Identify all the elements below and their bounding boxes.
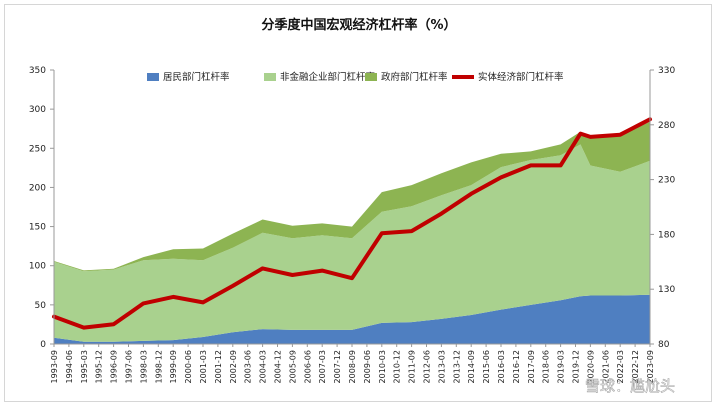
y-right-tick-label: 230 [658,176,675,186]
legend-swatch-1 [264,73,276,81]
x-tick-label: 2001-12 [214,350,223,383]
x-tick-label: 2008-09 [348,350,357,383]
x-tick-label: 2011-09 [408,350,417,383]
x-tick-label: 2007-12 [333,350,342,383]
legend-label-0: 居民部门杠杆率 [163,71,230,83]
x-tick-label: 1998-03 [139,350,148,383]
legend-swatch-0 [147,73,159,81]
x-tick-label: 2012-06 [423,350,432,383]
axes: 0 50 100 150 200 250 300 350 80 130 180 230 280 330 19… [29,66,676,383]
x-tick-label: 1995-12 [95,350,104,383]
y-right-tick-label: 330 [658,66,675,76]
x-tick-label: 1999-09 [169,350,178,383]
x-tick-label: 2009-06 [363,350,372,383]
x-tick-label: 2002-09 [229,350,238,383]
x-tick-label: 2016-12 [512,350,521,383]
y-right-tick-label: 80 [658,340,670,350]
x-tick-label: 2021-06 [601,350,610,383]
x-tick-label: 2015-06 [482,350,491,383]
x-tick-label: 1996-09 [110,350,119,383]
x-tick-label: 2010-03 [378,350,387,383]
x-tick-label: 2001-03 [199,350,208,383]
x-tick-label: 2004-12 [274,350,283,383]
area-household [54,294,650,344]
chart-title: 分季度中国宏观经济杠杆率（%） [261,18,457,33]
x-tick-label: 2005-09 [288,350,297,383]
legend-label-1: 非金融企业部门杠杆率 [280,71,376,83]
x-tick-label: 1995-03 [80,350,89,383]
x-tick-label: 1994-06 [65,350,74,383]
y-left-tick-label: 250 [29,144,46,154]
y-left-tick-label: 100 [29,262,46,272]
x-tick-label: 2000-06 [184,350,193,383]
y-left-tick-label: 300 [29,105,46,115]
x-tick-label: 2022-12 [631,350,640,383]
x-tick-label: 2019-12 [572,350,581,383]
stacked-areas [54,121,650,344]
x-tick-label: 2006-06 [303,350,312,383]
area-corporate [54,144,650,342]
y-right-tick-label: 130 [658,285,675,295]
y-right-tick-label: 180 [658,230,675,240]
y-left-tick-label: 350 [29,66,46,76]
legend: 居民部门杠杆率 非金融企业部门杠杆率 政府部门杠杆率 实体经济部门杠杆率 [147,71,564,83]
x-tick-label: 2019-03 [557,350,566,383]
x-tick-label: 2017-09 [527,350,536,383]
series-lines [52,117,652,330]
y-left-tick-label: 200 [29,183,46,193]
line-real-economy [52,117,652,330]
x-tick-label: 2007-03 [318,350,327,383]
legend-swatch-2 [365,73,377,81]
x-tick-label: 1998-12 [154,350,163,383]
x-tick-label: 2014-09 [467,350,476,383]
y-right-tick-label: 280 [658,121,675,131]
area-government [54,121,650,272]
x-tick-label: 2003-06 [244,350,253,383]
x-tick-label: 2023-09 [646,350,655,383]
x-tick-label: 2022-03 [616,350,625,383]
legend-label-2: 政府部门杠杆率 [381,71,448,83]
x-tick-label: 2020-09 [586,350,595,383]
x-tick-label: 1993-09 [50,350,59,383]
x-tick-label: 2016-03 [497,350,506,383]
y-left-tick-label: 150 [29,223,46,233]
x-tick-label: 1997-06 [125,350,134,383]
x-tick-label: 2018-06 [542,350,551,383]
y-left-tick-label: 50 [35,301,47,311]
x-tick-label: 2013-12 [452,350,461,383]
watermark: 雪球：尴尬头 [585,377,676,396]
legend-label-3: 实体经济部门杠杆率 [478,71,564,83]
y-left-tick-label: 0 [40,340,46,350]
x-tick-label: 2010-12 [393,350,402,383]
svg-text:雪球：尴尬头: 雪球：尴尬头 [585,377,675,395]
x-tick-label: 2013-03 [437,350,446,383]
x-tick-label: 2004-03 [259,350,268,383]
